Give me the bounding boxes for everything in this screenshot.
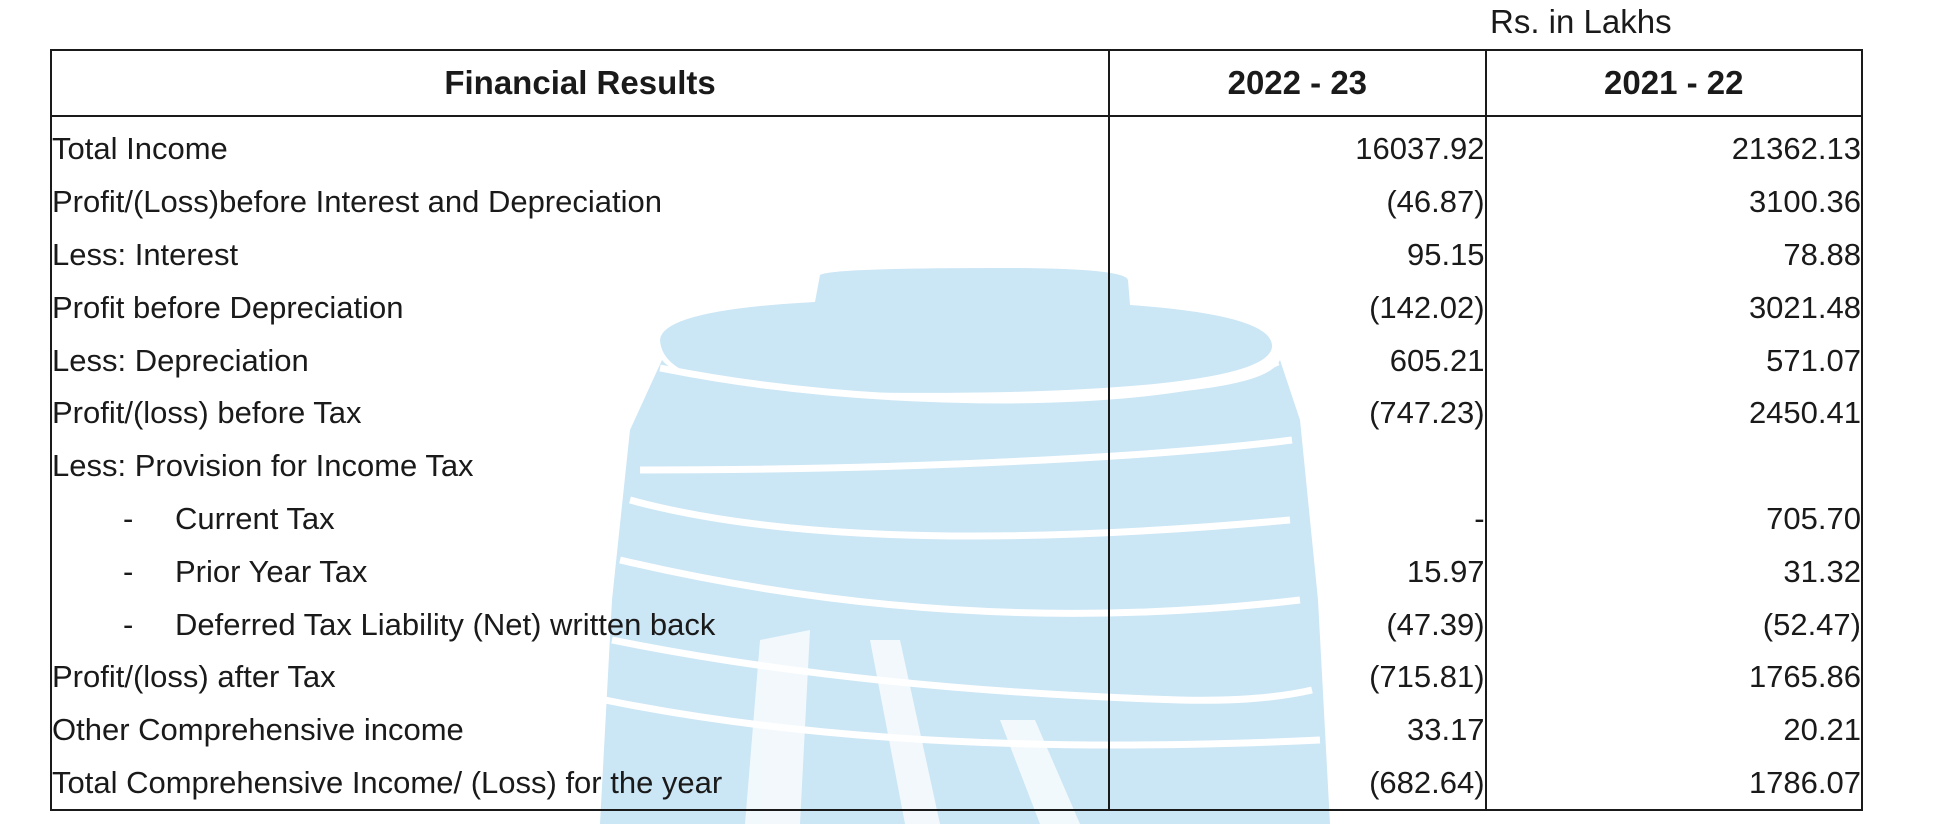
row-label-text: Total Income xyxy=(52,131,228,167)
table-body: Total Income 16037.92 21362.13 Profit/(Loss… xyxy=(51,116,1862,811)
table-row: Less: Provision for Income Tax xyxy=(51,439,1862,493)
row-label: - Deferred Tax Liability (Net) written ba… xyxy=(51,598,1109,651)
row-label-text: Profit before Depreciation xyxy=(52,289,404,325)
header-financial-results: Financial Results xyxy=(49,49,1111,117)
row-label: Less: Provision for Income Tax xyxy=(51,440,1109,493)
row-label-text: Total Comprehensive Income/ (Loss) for t… xyxy=(52,764,723,800)
value-2022-23 xyxy=(1108,439,1486,493)
row-label: Less: Depreciation xyxy=(51,334,1109,387)
value-2022-23: - xyxy=(1108,492,1486,546)
row-label-text: Less: Interest xyxy=(52,236,239,272)
value-2021-22: 3021.48 xyxy=(1484,281,1862,335)
value-2021-22: 1765.86 xyxy=(1484,650,1862,704)
table-row: Profit/(loss) after Tax (715.81) 1765.86 xyxy=(51,650,1862,704)
row-label: Profit before Depreciation xyxy=(51,281,1109,334)
value-2022-23: 33.17 xyxy=(1108,703,1486,757)
row-label: Total Comprehensive Income/ (Loss) for t… xyxy=(51,757,1109,811)
table-row: - Deferred Tax Liability (Net) written ba… xyxy=(51,598,1862,651)
value-2021-22: (52.47) xyxy=(1484,598,1862,651)
table-row: Total Income 16037.92 21362.13 xyxy=(51,116,1862,176)
table-header-row: Financial Results 2022 - 23 2021 - 22 xyxy=(49,49,1864,117)
header-year-2022-23: 2022 - 23 xyxy=(1108,49,1487,117)
row-label-text: Prior Year Tax xyxy=(175,553,368,589)
header-year-2021-22: 2021 - 22 xyxy=(1484,49,1864,117)
value-2022-23: 16037.92 xyxy=(1108,116,1486,176)
row-label-text: Deferred Tax Liability (Net) written bac… xyxy=(175,606,716,642)
value-2021-22: 2450.41 xyxy=(1484,386,1862,440)
row-label: Other Comprehensive income xyxy=(51,704,1109,757)
value-2021-22: 3100.36 xyxy=(1484,175,1862,229)
value-2022-23: (46.87) xyxy=(1108,175,1486,229)
row-label-text: Current Tax xyxy=(175,500,335,536)
financial-results-table: Financial Results 2022 - 23 2021 - 22 To… xyxy=(49,49,1864,812)
row-label-text: Other Comprehensive income xyxy=(52,712,464,748)
row-label: Profit/(loss) before Tax xyxy=(51,387,1109,440)
row-label: - Prior Year Tax xyxy=(51,545,1109,598)
sub-item-dash: - xyxy=(123,553,134,589)
value-2021-22: 78.88 xyxy=(1484,228,1862,282)
value-2022-23: 95.15 xyxy=(1108,228,1486,282)
row-label: Total Income xyxy=(51,116,1109,176)
row-label: Profit/(Loss)before Interest and Depreci… xyxy=(51,176,1109,229)
table-row: - Current Tax -705.70 xyxy=(51,492,1862,546)
sub-item-dash: - xyxy=(123,606,134,642)
value-2022-23: (47.39) xyxy=(1108,598,1486,651)
row-label-text: Profit/(Loss)before Interest and Depreci… xyxy=(52,184,662,220)
table-row: Less: Depreciation 605.21 571.07 xyxy=(51,334,1862,387)
value-2022-23: (715.81) xyxy=(1108,650,1486,704)
table-row: Less: Interest 95.15 78.88 xyxy=(51,228,1862,282)
value-2022-23: 605.21 xyxy=(1108,334,1486,387)
row-label: Profit/(loss) after Tax xyxy=(51,651,1109,704)
value-2022-23: 15.97 xyxy=(1108,545,1486,599)
row-label: - Current Tax xyxy=(51,493,1109,546)
unit-note: Rs. in Lakhs xyxy=(1490,3,1672,40)
value-2022-23: (682.64) xyxy=(1108,756,1486,811)
row-label-text: Profit/(loss) before Tax xyxy=(52,395,362,431)
sub-item-dash: - xyxy=(123,500,134,536)
row-label: Less: Interest xyxy=(51,229,1109,282)
table-row: Profit/(loss) before Tax (747.23) 2450.41 xyxy=(51,386,1862,440)
table-row: Profit/(Loss)before Interest and Depreci… xyxy=(51,175,1862,229)
row-label-text: Profit/(loss) after Tax xyxy=(52,659,336,695)
table-row: Profit before Depreciation (142.02) 3021.4… xyxy=(51,281,1862,335)
value-2022-23: (747.23) xyxy=(1108,386,1486,440)
table-row: - Prior Year Tax 15.97 31.32 xyxy=(51,545,1862,599)
value-2021-22 xyxy=(1484,439,1862,493)
table-row: Other Comprehensive income 33.17 20.21 xyxy=(51,703,1862,757)
value-2021-22: 31.32 xyxy=(1484,545,1862,599)
value-2021-22: 21362.13 xyxy=(1484,116,1862,176)
value-2021-22: 705.70 xyxy=(1484,492,1862,546)
value-2021-22: 1786.07 xyxy=(1484,756,1862,811)
row-label-text: Less: Provision for Income Tax xyxy=(52,448,474,484)
value-2021-22: 20.21 xyxy=(1484,703,1862,757)
table-row: Total Comprehensive Income/ (Loss) for t… xyxy=(51,756,1862,811)
value-2021-22: 571.07 xyxy=(1484,334,1862,387)
row-label-text: Less: Depreciation xyxy=(52,342,309,378)
value-2022-23: (142.02) xyxy=(1108,281,1486,335)
